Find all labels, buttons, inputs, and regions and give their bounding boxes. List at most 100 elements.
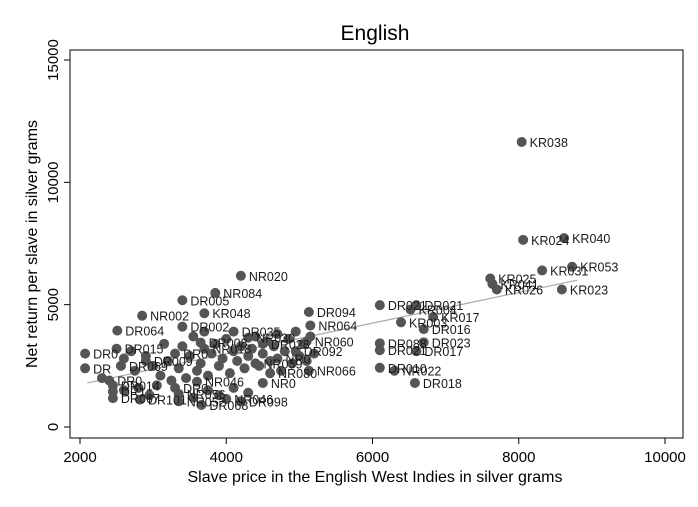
point-label: DR0 — [183, 382, 208, 396]
y-tick-label: 15000 — [45, 39, 62, 81]
scatter-point — [224, 368, 235, 379]
scatter-point — [188, 331, 199, 342]
scatter-point — [411, 300, 422, 311]
point-label: KR053 — [580, 261, 618, 275]
scatter-point — [428, 311, 439, 322]
point-label: DR064 — [125, 325, 164, 339]
scatter-point — [118, 353, 129, 364]
scatter-point — [305, 320, 316, 331]
point-label: DR035 — [242, 326, 281, 340]
scatter-point — [126, 346, 137, 357]
point-label: KR041 — [500, 278, 538, 292]
point-label: DR009 — [154, 355, 193, 369]
point-label: DR017 — [424, 345, 463, 359]
scatter-point — [265, 355, 276, 366]
scatter-point — [148, 360, 159, 371]
scatter-point — [374, 362, 385, 373]
scatter-point — [137, 310, 148, 321]
point-label: DR101 — [148, 394, 187, 408]
point-label: NR056 — [187, 388, 226, 402]
point-label: NR060 — [315, 335, 354, 349]
point-label: DR0 — [183, 348, 208, 362]
scatter-point — [107, 393, 118, 404]
scatter-point — [518, 234, 529, 245]
scatter-point — [303, 365, 314, 376]
point-label: DR067 — [121, 392, 160, 406]
point-label: KR003 — [409, 316, 447, 330]
x-axis-label: Slave price in the English West Indies i… — [188, 469, 563, 486]
scatter-point — [239, 363, 250, 374]
scatter-point — [250, 331, 261, 342]
point-label: NR052 — [187, 395, 226, 409]
point-label: NR0 — [271, 377, 296, 391]
x-tick-label: 8000 — [502, 449, 535, 466]
scatter-point — [374, 338, 385, 349]
scatter-point — [177, 341, 188, 352]
point-label: DR092 — [304, 345, 343, 359]
data-points — [80, 136, 578, 410]
scatter-point — [213, 390, 224, 401]
point-label: NR046 — [234, 393, 273, 407]
point-label: KR017 — [441, 311, 479, 325]
scatter-point — [228, 326, 239, 337]
scatter-point — [170, 348, 181, 359]
scatter-point — [202, 385, 213, 396]
x-tick-label: 10000 — [644, 449, 686, 466]
fit-line — [87, 279, 578, 384]
point-label: NR0 — [285, 352, 310, 366]
scatter-point — [556, 284, 567, 295]
scatter-point — [177, 321, 188, 332]
point-label: KR004 — [419, 304, 457, 318]
point-label: KR038 — [530, 136, 568, 150]
point-label: DR028 — [271, 338, 310, 352]
scatter-point — [276, 365, 287, 376]
point-label: DR098 — [249, 395, 288, 409]
y-axis-label: Net return per slave in silver grams — [24, 120, 41, 368]
scatter-point — [118, 385, 129, 396]
scatter-point — [290, 326, 301, 337]
scatter-point — [228, 382, 239, 393]
point-label: NR080 — [278, 367, 317, 381]
point-label: NR046 — [205, 376, 244, 390]
scatter-point — [246, 343, 257, 354]
point-label: DR021 — [388, 299, 427, 313]
scatter-point — [184, 351, 195, 362]
scatter-point — [196, 399, 207, 410]
point-label: DR005 — [190, 294, 229, 308]
scatter-point — [409, 377, 420, 388]
point-label: DR — [93, 362, 111, 376]
scatter-point — [287, 358, 298, 369]
scatter-point — [235, 341, 246, 352]
point-label: KR040 — [572, 232, 610, 246]
scatter-point — [418, 337, 429, 348]
scatter-point — [134, 394, 145, 405]
point-label: NR084 — [223, 287, 262, 301]
y-tick-label: 5000 — [45, 288, 62, 321]
scatter-point — [199, 308, 210, 319]
point-label: KR048 — [212, 307, 250, 321]
point-label: NR064 — [318, 319, 357, 333]
scatter-point — [188, 392, 199, 403]
point-label: NR020 — [249, 270, 288, 284]
scatter-point — [235, 270, 246, 281]
x-axis: 2000 4000 6000 8000 10000 — [63, 438, 686, 466]
scatter-point — [217, 353, 228, 364]
point-label: DR002 — [190, 321, 229, 335]
scatter-point — [257, 377, 268, 388]
point-label: DR0 — [93, 348, 118, 362]
point-label: NR059 — [264, 357, 303, 371]
scatter-point — [418, 324, 429, 335]
scatter-point — [559, 233, 570, 244]
y-tick-label: 0 — [45, 423, 62, 431]
scatter-point — [272, 329, 283, 340]
scatter-point — [96, 373, 107, 384]
scatter-point — [202, 370, 213, 381]
scatter-point — [140, 351, 151, 362]
scatter-point — [261, 336, 272, 347]
scatter-point — [389, 365, 400, 376]
scatter-point — [283, 333, 294, 344]
chart-title: English — [341, 22, 410, 45]
scatter-point — [181, 373, 192, 384]
point-label: DR010 — [388, 362, 427, 376]
point-label: NR030 — [256, 332, 295, 346]
